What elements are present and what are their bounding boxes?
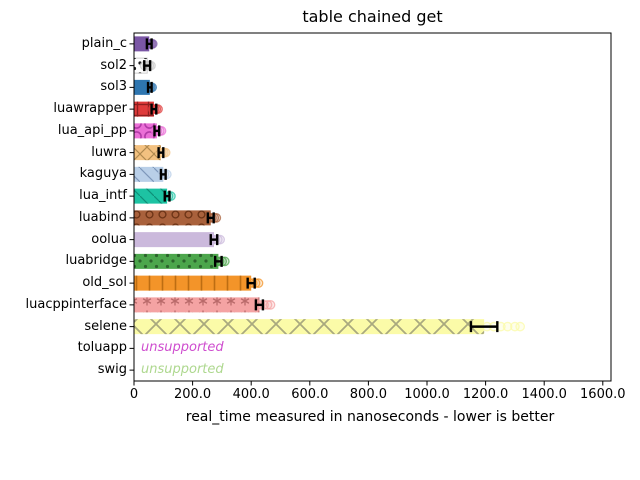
x-axis-title: real_time measured in nanoseconds - lowe…: [185, 409, 555, 425]
y-tick-label-lua_intf: lua_intf: [79, 188, 127, 204]
y-tick-label-luabind: luabind: [78, 209, 127, 225]
bar-plain_c: [134, 36, 150, 52]
y-tick-label-plain_c: plain_c: [81, 35, 127, 51]
x-tick-label-1400.0: 1400.0: [521, 387, 567, 402]
y-tick-label-sol3: sol3: [100, 79, 127, 95]
y-tick-label-swig: swig: [97, 362, 127, 378]
sample-point-selene: [515, 321, 526, 332]
x-tick-label-200.0: 200.0: [173, 387, 212, 402]
y-tick-label-kaguya: kaguya: [79, 166, 127, 182]
bar-oolua: [134, 232, 214, 248]
x-tick-label-1200.0: 1200.0: [462, 387, 509, 402]
unsupported-note-swig: unsupported: [141, 362, 224, 378]
bar-hatch-selene: [134, 319, 485, 335]
unsupported-note-toluapp: unsupported: [141, 340, 224, 356]
y-tick-label-toluapp: toluapp: [77, 340, 127, 356]
bar-sol3: [134, 79, 150, 95]
y-tick-label-old_sol: old_sol: [82, 275, 127, 291]
y-tick-label-luwra: luwra: [91, 144, 127, 160]
x-tick-label-1600.0: 1600.0: [580, 387, 626, 402]
bar-hatch-luwra: [134, 145, 161, 161]
sample-point-luacppinterface: [265, 300, 276, 310]
x-tick-label-0: 0: [129, 387, 139, 402]
y-tick-label-sol2: sol2: [100, 57, 127, 73]
bar-hatch-lua_api_pp: [134, 123, 157, 139]
x-tick-label-800.0: 800.0: [349, 387, 387, 402]
bar-hatch-luabridge: [134, 253, 219, 269]
y-tick-label-lua_api_pp: lua_api_pp: [57, 122, 127, 138]
bar-hatch-kaguya: [134, 166, 164, 182]
bar-hatch-luawrapper: [134, 101, 154, 117]
y-tick-label-luabridge: luabridge: [65, 253, 127, 269]
y-tick-label-selene: selene: [84, 318, 127, 334]
sample-point-selene: [502, 321, 513, 332]
chart-title: table chained get: [302, 7, 443, 26]
x-tick-label-400.0: 400.0: [232, 387, 270, 402]
y-tick-label-luawrapper: luawrapper: [53, 101, 127, 117]
bar-hatch-luabind: [134, 210, 211, 226]
plot-border: [133, 32, 612, 382]
x-tick-label-600.0: 600.0: [291, 387, 329, 402]
y-tick-label-oolua: oolua: [91, 231, 127, 247]
x-tick-label-1000.0: 1000.0: [404, 387, 450, 402]
y-tick-label-luacppinterface: luacppinterface: [25, 296, 127, 312]
bar-hatch-lua_intf: [134, 188, 168, 204]
bar-hatch-luacppinterface: [134, 297, 260, 313]
bar-hatch-old_sol: [134, 275, 252, 291]
